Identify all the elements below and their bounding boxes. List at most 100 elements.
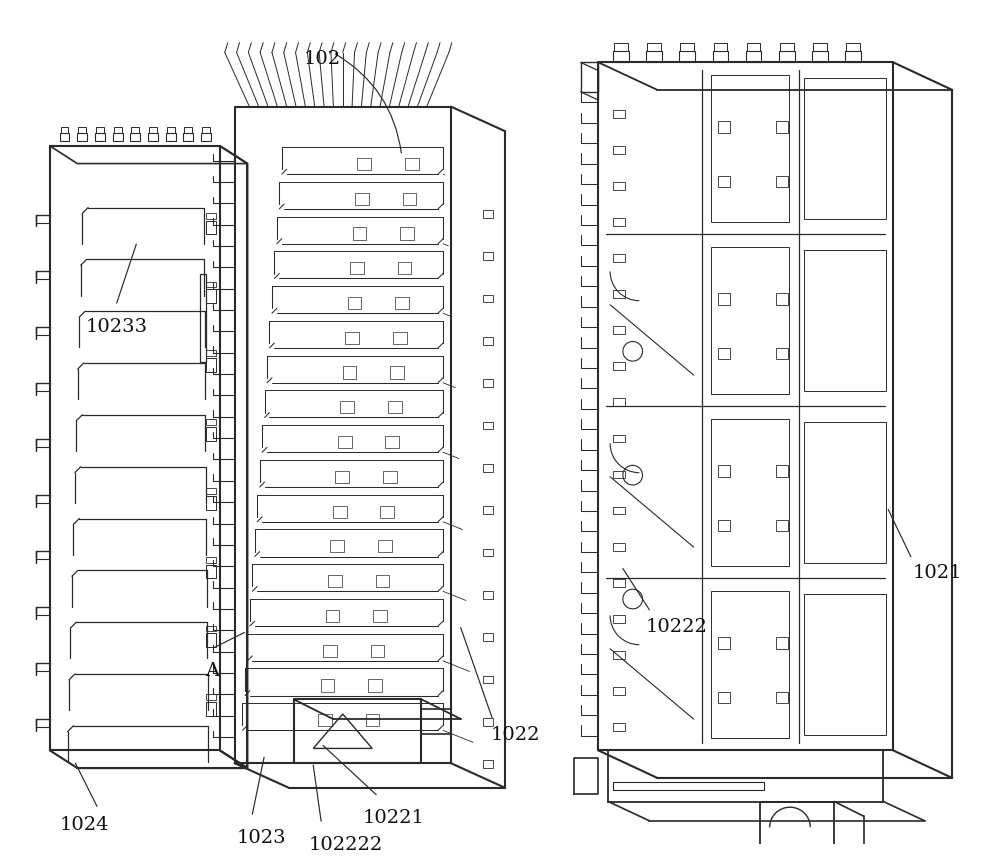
Bar — [340, 401, 354, 413]
Bar — [614, 43, 628, 51]
Bar — [483, 590, 493, 599]
Bar — [613, 578, 625, 586]
Bar — [613, 327, 625, 334]
Bar — [483, 675, 493, 683]
Bar — [378, 540, 392, 553]
Bar — [714, 43, 727, 51]
Bar — [206, 282, 216, 287]
Bar — [483, 379, 493, 387]
Bar — [395, 297, 409, 309]
Bar — [149, 127, 157, 133]
Bar — [206, 213, 216, 219]
Bar — [776, 176, 788, 188]
Bar — [343, 367, 356, 379]
Bar — [405, 158, 419, 170]
Bar — [357, 158, 371, 170]
Bar — [321, 680, 334, 692]
Bar — [613, 614, 625, 622]
Bar — [776, 293, 788, 305]
Bar — [718, 465, 730, 476]
Bar — [813, 43, 827, 51]
Bar — [780, 43, 794, 51]
Bar — [388, 401, 402, 413]
Bar — [130, 133, 140, 141]
Bar — [400, 227, 414, 240]
Bar — [131, 127, 139, 133]
Bar — [483, 252, 493, 260]
Bar — [747, 43, 760, 51]
Bar — [483, 633, 493, 641]
Bar — [206, 557, 216, 563]
Bar — [338, 436, 352, 448]
Bar — [845, 51, 861, 63]
Bar — [718, 692, 730, 704]
Bar — [326, 610, 339, 622]
Bar — [613, 542, 625, 550]
Bar — [60, 133, 69, 141]
Bar — [201, 133, 211, 141]
Bar — [353, 227, 366, 240]
Text: 10221: 10221 — [362, 809, 424, 827]
Bar — [483, 337, 493, 345]
Text: 1022: 1022 — [490, 726, 540, 744]
Bar — [376, 575, 389, 587]
Bar — [804, 250, 886, 391]
Bar — [403, 193, 416, 205]
Bar — [385, 436, 399, 448]
Bar — [613, 183, 625, 190]
Bar — [200, 273, 206, 363]
Bar — [613, 506, 625, 514]
Text: A: A — [205, 662, 219, 680]
Bar — [206, 694, 216, 700]
Bar — [380, 506, 394, 518]
Bar — [483, 506, 493, 514]
Bar — [206, 565, 216, 578]
Bar — [846, 43, 860, 51]
Bar — [206, 488, 216, 494]
Bar — [350, 262, 364, 274]
Bar — [718, 348, 730, 359]
Bar — [647, 43, 661, 51]
Bar — [483, 718, 493, 726]
Bar — [711, 419, 789, 566]
Bar — [613, 291, 625, 298]
Bar — [776, 465, 788, 476]
Bar — [383, 470, 397, 483]
Bar — [483, 295, 493, 303]
Bar — [390, 367, 404, 379]
Bar — [776, 637, 788, 649]
Bar — [746, 51, 761, 63]
Bar — [318, 714, 332, 726]
Bar — [779, 51, 795, 63]
Bar — [206, 427, 216, 440]
Bar — [206, 220, 216, 234]
Bar — [355, 193, 369, 205]
Bar — [776, 348, 788, 359]
Text: 10233: 10233 — [85, 318, 147, 336]
Bar — [206, 496, 216, 510]
Bar — [114, 127, 122, 133]
Bar — [613, 219, 625, 226]
Bar — [113, 133, 123, 141]
Bar — [483, 422, 493, 429]
Bar — [613, 782, 764, 789]
Bar — [679, 51, 695, 63]
Bar — [78, 127, 86, 133]
FancyArrowPatch shape — [335, 54, 401, 153]
Bar — [646, 51, 662, 63]
Text: 1021: 1021 — [913, 564, 962, 582]
Bar — [776, 692, 788, 704]
Bar — [804, 78, 886, 219]
Bar — [613, 147, 625, 154]
Bar — [680, 43, 694, 51]
Bar — [804, 423, 886, 563]
Bar — [206, 702, 216, 716]
Bar — [776, 121, 788, 133]
Bar — [760, 801, 834, 857]
Text: 1024: 1024 — [60, 816, 109, 834]
Bar — [148, 133, 158, 141]
Bar — [398, 262, 411, 274]
Bar — [166, 133, 176, 141]
Bar — [613, 722, 625, 731]
Bar — [206, 419, 216, 425]
